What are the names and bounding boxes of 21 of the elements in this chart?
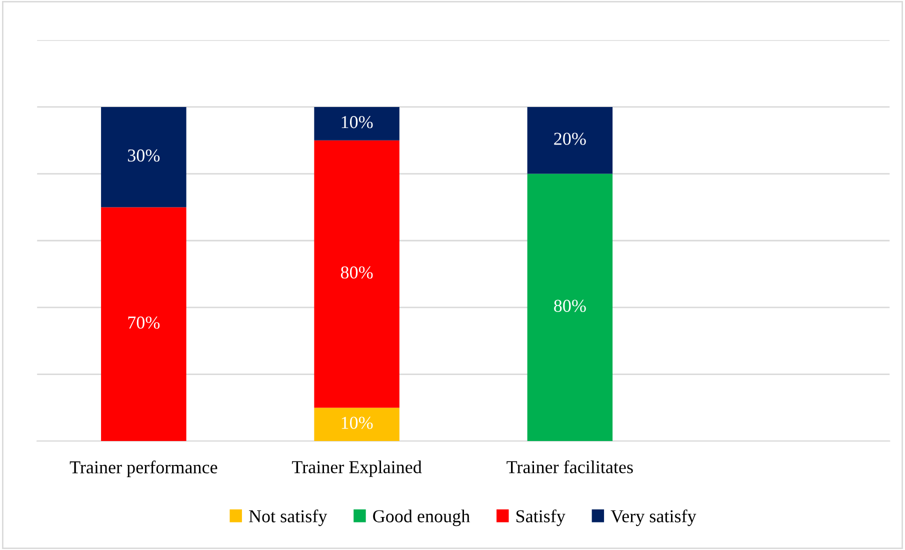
- x-tick-label: Trainer Explained: [292, 460, 422, 477]
- data-label: 10%: [342, 116, 373, 128]
- x-tick-label: Trainer performance: [70, 460, 218, 478]
- legend-label: Good enough: [373, 510, 470, 526]
- data-label: 20%: [554, 132, 586, 145]
- bar: [527, 174, 613, 442]
- bar: [101, 207, 186, 442]
- bar: [314, 408, 400, 442]
- data-label: 80%: [554, 300, 586, 312]
- legend-label: Satisfy: [516, 509, 566, 526]
- legend-label: Not satisfy: [248, 509, 328, 526]
- data-label: 30%: [128, 149, 160, 162]
- data-label: 10%: [342, 416, 373, 429]
- x-tick-label: Trainer facilitates: [506, 460, 633, 474]
- bar: [314, 106, 400, 140]
- data-label: 70%: [128, 316, 160, 329]
- bar: [101, 106, 186, 208]
- data-label: 80%: [340, 266, 373, 279]
- bar: [314, 140, 400, 408]
- legend-label: Very satisfy: [610, 509, 696, 526]
- bar: [527, 106, 613, 174]
